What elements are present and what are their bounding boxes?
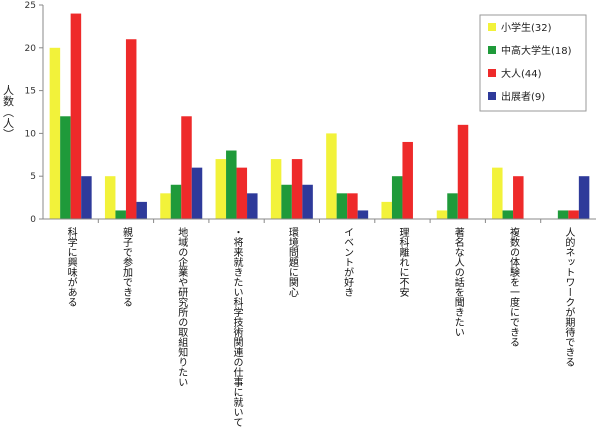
bar (181, 116, 192, 219)
legend-swatch (488, 69, 496, 77)
legend-box (479, 14, 587, 112)
bar (70, 13, 82, 220)
bar (336, 193, 348, 219)
bar (291, 159, 303, 219)
bar (170, 184, 182, 219)
bar (191, 167, 203, 219)
legend-label: 出展者(9) (501, 90, 545, 103)
bar (347, 193, 358, 219)
bar (281, 184, 292, 219)
bar (578, 176, 590, 219)
bars (49, 13, 590, 220)
bar (60, 116, 71, 219)
bar (513, 176, 524, 219)
bar (492, 167, 503, 219)
y-tick-label: 5 (30, 172, 36, 182)
category-label: 複数の体験を一度にできる (508, 226, 520, 347)
y-tick-label: 10 (25, 129, 37, 139)
category-label: 科学に興味がある (65, 226, 77, 307)
bar (326, 133, 337, 219)
y-axis: 0 5 10 15 20 25 (25, 1, 44, 225)
y-tick-label: 0 (30, 215, 36, 225)
legend-swatch (488, 92, 496, 100)
bar (502, 210, 514, 219)
bar (226, 150, 237, 219)
legend-swatch (488, 23, 496, 31)
bar (447, 193, 458, 219)
bar (381, 201, 392, 219)
bar (391, 176, 403, 219)
bar (436, 210, 448, 219)
category-label: 著名な人の話を聞きたい (452, 226, 464, 337)
bar (402, 141, 413, 219)
bar (104, 176, 116, 219)
y-axis-label: 人数（人） (2, 84, 15, 139)
bar (136, 201, 147, 219)
y-tick-label: 25 (25, 1, 36, 11)
legend-label: 大人(44) (501, 67, 542, 80)
bar (457, 124, 469, 219)
category-label: 理科離れに不安 (397, 227, 409, 298)
bar (302, 184, 313, 219)
bar (215, 159, 227, 219)
bar (115, 210, 126, 219)
bar (557, 210, 569, 219)
legend-label: 中高大学生(18) (501, 44, 572, 57)
bar (357, 210, 369, 219)
category-label: 親子で参加できる (120, 226, 132, 307)
category-label: 人的ネットワークが期待できる (563, 227, 575, 367)
y-tick-label: 20 (25, 44, 37, 54)
bar (568, 210, 579, 219)
x-axis: 科学に興味がある 親子で参加できる 地域の企業や研究所の取組知りたい ・将来就きたい科… (43, 218, 596, 427)
y-tick-label: 15 (25, 87, 36, 97)
category-label: イベントが好き (342, 227, 354, 297)
bar (270, 159, 282, 219)
bar (81, 176, 92, 219)
category-label: ・将来就きたい科学技術関連の仕事に就いている (231, 227, 243, 427)
bar (247, 193, 258, 219)
category-label: 地域の企業や研究所の取組知りたい (176, 226, 188, 387)
bar (125, 39, 137, 219)
bar (49, 47, 61, 219)
bar (236, 167, 248, 219)
legend-swatch (488, 46, 496, 54)
category-label: 環境問題に関心 (286, 227, 298, 297)
legend-label: 小学生(32) (501, 21, 552, 34)
legend: 小学生(32) 中高大学生(18) 大人(44) 出展者(9) (479, 14, 587, 112)
bar (160, 193, 171, 219)
